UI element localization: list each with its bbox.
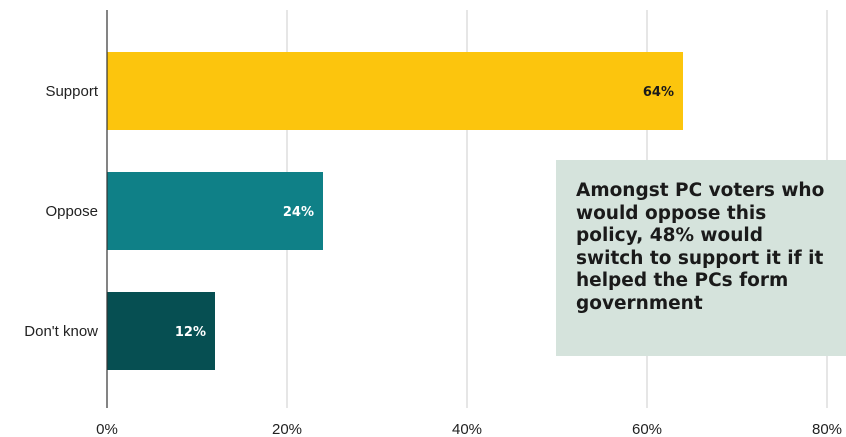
data-label: 12% [175, 325, 206, 340]
bars: 64% 24% 12% [107, 52, 683, 370]
category-label: Don't know [24, 323, 98, 340]
callout-annotation: Amongst PC voters who would oppose this … [556, 160, 846, 356]
callout-text: Amongst PC voters who would oppose this … [576, 180, 825, 314]
x-tick-label: 0% [96, 421, 118, 437]
bar [107, 52, 683, 130]
axes: 0% 20% 40% 60% 80% Support Oppose Don't know [24, 10, 842, 437]
data-label: 24% [283, 205, 314, 220]
bar [107, 292, 215, 370]
x-tick-label: 40% [452, 421, 482, 437]
x-tick-label: 80% [812, 421, 842, 437]
category-label: Support [45, 83, 98, 100]
bar [107, 172, 323, 250]
x-tick-label: 60% [632, 421, 662, 437]
data-label: 64% [643, 85, 674, 100]
x-tick-label: 20% [272, 421, 302, 437]
category-label: Oppose [45, 203, 98, 220]
